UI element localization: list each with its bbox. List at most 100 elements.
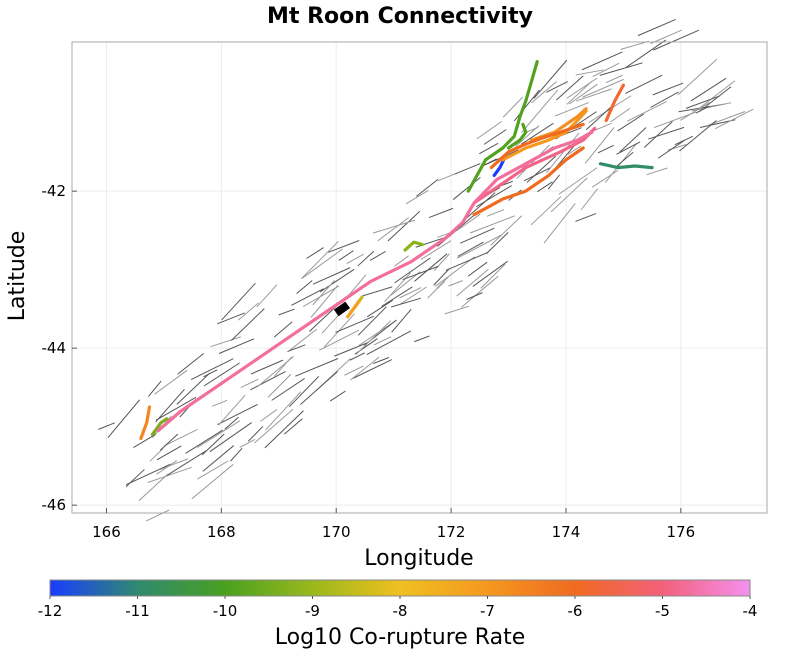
background-fault [190, 358, 234, 381]
background-fault [463, 192, 496, 222]
background-fault [513, 89, 540, 122]
rupture-line: Hope Fault [472, 146, 585, 217]
rupture-line: Marlborough Branch [472, 126, 597, 205]
background-fault [546, 81, 568, 93]
background-fault [156, 445, 182, 461]
background-fault [652, 29, 700, 51]
background-fault [427, 281, 445, 299]
background-fault [695, 105, 710, 114]
background-fault [625, 39, 667, 68]
background-fault [620, 40, 650, 50]
background-fault [230, 447, 243, 462]
background-fault [575, 213, 597, 222]
colorbar-tick-label: -6 [568, 602, 583, 620]
background-fault [295, 358, 339, 377]
background-fault [433, 253, 450, 271]
colorbar: -12 -11 -10 -9 -8 -7 -6 -5 -4 [38, 579, 757, 620]
background-fault [437, 173, 456, 182]
background-fault [133, 433, 156, 448]
background-fault [197, 460, 229, 480]
background-fault [444, 305, 470, 315]
background-fault [445, 251, 489, 271]
background-fault [372, 219, 416, 234]
background-fault [250, 359, 284, 375]
chart-title: Mt Roon Connectivity [267, 4, 533, 29]
background-fault [156, 460, 178, 475]
background-fault [381, 286, 413, 307]
background-fault [344, 365, 364, 376]
background-fault [436, 276, 450, 289]
x-tick-label: 172 [437, 523, 466, 541]
plot-border [71, 41, 768, 514]
background-fault [592, 169, 619, 188]
colorbar-tick-label: -10 [213, 602, 238, 620]
background-fault [256, 284, 278, 308]
background-fault [585, 106, 612, 131]
background-fault [405, 189, 429, 205]
background-fault [390, 297, 421, 308]
y-tick-label: -42 [42, 182, 67, 200]
background-fault [191, 463, 234, 500]
background-fault [472, 260, 508, 287]
background-fault [690, 77, 727, 102]
background-fault [486, 209, 505, 217]
background-fault [328, 240, 360, 253]
background-fault [458, 213, 481, 230]
background-fault [254, 408, 294, 444]
y-axis-label: Latitude [5, 231, 30, 322]
background-fault [366, 330, 412, 356]
background-fault [349, 352, 365, 361]
background-fault [394, 257, 431, 284]
background-fault [580, 188, 599, 211]
background-fault [399, 287, 422, 299]
background-fault [414, 253, 448, 282]
background-fault [238, 302, 259, 321]
background-fault [357, 306, 387, 336]
background-fault [480, 263, 506, 289]
source-fault-marker [333, 301, 350, 317]
background-fault [625, 74, 663, 94]
background-fault [217, 404, 258, 425]
background-fault [319, 329, 360, 351]
background-fault [485, 232, 509, 255]
background-fault [203, 369, 218, 378]
background-fault [448, 280, 463, 287]
background-fault [685, 95, 721, 109]
x-tick-label: 174 [552, 523, 581, 541]
background-fault [306, 247, 324, 259]
background-fault [650, 91, 679, 108]
background-fault [523, 167, 551, 182]
background-fault [680, 102, 710, 121]
background-fault [289, 328, 318, 351]
background-fault [592, 62, 620, 77]
rupture-line: Fiordland Segment [150, 417, 169, 437]
background-fault [537, 181, 553, 193]
background-fault [616, 141, 641, 155]
y-tick-label: -46 [42, 496, 67, 514]
background-fault [452, 163, 481, 176]
background-fault [334, 342, 369, 357]
colorbar-tick-label: -12 [38, 602, 63, 620]
background-fault [605, 74, 623, 84]
background-fault [300, 371, 338, 405]
rupture-line: Mt Roon Orange [346, 299, 361, 319]
background-fault [265, 391, 302, 431]
background-fault [646, 167, 668, 176]
background-fault [616, 151, 634, 167]
background-fault [467, 261, 488, 277]
background-fault [366, 299, 394, 318]
background-fault [643, 121, 673, 148]
background-fault [147, 466, 192, 483]
background-fault [247, 426, 264, 442]
background-fault [146, 509, 170, 522]
rupture-line: Wairau Branch [501, 109, 588, 162]
background-fault [288, 376, 320, 408]
rupture-line: Northwest Offshoot [506, 122, 528, 150]
background-fault [434, 256, 476, 287]
background-fault [201, 433, 225, 456]
background-fault [278, 308, 295, 316]
background-fault [296, 280, 313, 295]
background-fault [416, 179, 439, 197]
rupture-line: Lewis Pass Segment [403, 240, 424, 252]
